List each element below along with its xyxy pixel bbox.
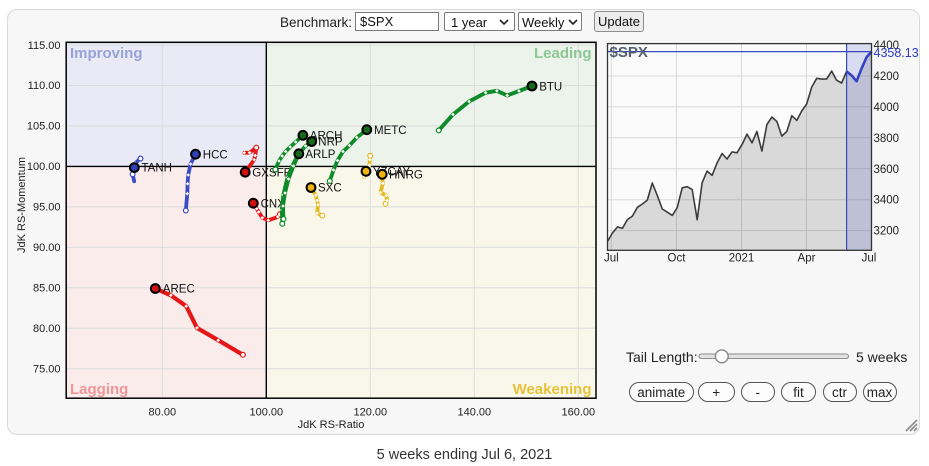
svg-text:4000: 4000 — [874, 102, 900, 114]
svg-text:85.00: 85.00 — [33, 283, 61, 295]
svg-text:Oct: Oct — [668, 253, 687, 265]
svg-text:TANH: TANH — [142, 163, 172, 175]
svg-text:160.00: 160.00 — [561, 407, 595, 419]
svg-text:2021: 2021 — [729, 253, 755, 265]
svg-text:4358.13: 4358.13 — [874, 46, 919, 60]
svg-text:115.00: 115.00 — [28, 40, 61, 52]
svg-text:Apr: Apr — [798, 253, 816, 265]
svg-text:120.00: 120.00 — [353, 407, 387, 419]
svg-text:NRP: NRP — [318, 137, 343, 149]
svg-text:105.00: 105.00 — [27, 121, 61, 133]
svg-text:100.00: 100.00 — [27, 161, 61, 173]
svg-text:Jul: Jul — [604, 253, 619, 265]
svg-text:JdK RS-Ratio: JdK RS-Ratio — [298, 419, 365, 431]
svg-text:$SPX: $SPX — [610, 44, 648, 61]
svg-text:4400: 4400 — [874, 40, 900, 52]
svg-text:Improving: Improving — [70, 45, 143, 62]
svg-text:GXSFF: GXSFF — [252, 167, 290, 179]
svg-text:3800: 3800 — [874, 133, 900, 145]
svg-text:110.00: 110.00 — [28, 80, 61, 92]
svg-text:75.00: 75.00 — [33, 364, 61, 376]
svg-text:SXC: SXC — [318, 183, 342, 195]
svg-text:90.00: 90.00 — [33, 242, 61, 254]
svg-text:Jul: Jul — [862, 253, 877, 265]
svg-text:95.00: 95.00 — [33, 202, 61, 214]
svg-text:BTU: BTU — [539, 81, 562, 93]
svg-text:4200: 4200 — [874, 71, 900, 83]
svg-text:HCC: HCC — [203, 149, 228, 161]
svg-text:Lagging: Lagging — [70, 381, 128, 398]
svg-text:ARLP: ARLP — [305, 149, 335, 161]
svg-text:80.00: 80.00 — [33, 323, 61, 335]
svg-text:100.00: 100.00 — [249, 407, 283, 419]
svg-text:Weakening: Weakening — [513, 381, 592, 398]
svg-text:3200: 3200 — [874, 226, 900, 238]
svg-text:80.00: 80.00 — [149, 407, 177, 419]
svg-text:ARCH: ARCH — [310, 131, 343, 143]
svg-text:METC: METC — [374, 125, 407, 137]
svg-text:140.00: 140.00 — [457, 407, 491, 419]
svg-text:JdK RS-Momentum: JdK RS-Momentum — [16, 157, 28, 253]
svg-text:AREC: AREC — [163, 284, 195, 296]
svg-text:3400: 3400 — [874, 195, 900, 207]
svg-text:CNX: CNX — [261, 198, 286, 210]
svg-text:3600: 3600 — [874, 164, 900, 176]
svg-text:HNRG: HNRG — [389, 170, 423, 182]
svg-text:Leading: Leading — [534, 45, 592, 62]
